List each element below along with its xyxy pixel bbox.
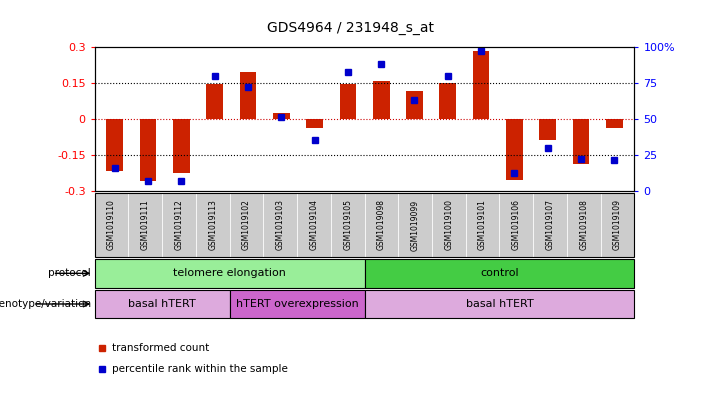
Bar	[601, 193, 634, 257]
Bar	[297, 193, 331, 257]
Bar	[95, 290, 230, 318]
Bar	[107, 119, 123, 171]
Bar	[162, 193, 196, 257]
Text: GSM1019103: GSM1019103	[275, 200, 285, 250]
Bar	[533, 193, 567, 257]
Text: GSM1019106: GSM1019106	[512, 200, 521, 250]
Bar	[230, 193, 264, 257]
Bar	[406, 92, 423, 119]
Bar	[240, 72, 257, 119]
Bar	[206, 84, 223, 119]
Bar	[128, 193, 162, 257]
Text: basal hTERT: basal hTERT	[128, 299, 196, 309]
Bar	[373, 81, 390, 119]
Bar	[499, 193, 533, 257]
Bar	[540, 119, 556, 140]
Text: transformed count: transformed count	[112, 343, 210, 353]
Bar	[365, 259, 634, 288]
Text: GSM1019107: GSM1019107	[545, 200, 554, 250]
Text: GSM1019099: GSM1019099	[411, 199, 420, 251]
Text: GSM1019112: GSM1019112	[175, 200, 184, 250]
Text: GDS4964 / 231948_s_at: GDS4964 / 231948_s_at	[267, 21, 434, 35]
Bar	[273, 113, 290, 119]
Bar	[432, 193, 465, 257]
Text: hTERT overexpression: hTERT overexpression	[236, 299, 358, 309]
Bar	[339, 84, 356, 119]
Bar	[95, 259, 365, 288]
Text: genotype/variation: genotype/variation	[0, 299, 91, 309]
Bar	[139, 119, 156, 181]
Bar	[567, 193, 601, 257]
Text: telomere elongation: telomere elongation	[173, 268, 286, 278]
Text: GSM1019111: GSM1019111	[141, 200, 150, 250]
Bar	[365, 193, 398, 257]
Bar	[95, 193, 128, 257]
Bar	[331, 193, 365, 257]
Text: GSM1019100: GSM1019100	[444, 200, 454, 250]
Text: GSM1019104: GSM1019104	[309, 200, 318, 250]
Bar	[398, 193, 432, 257]
Bar	[465, 193, 499, 257]
Bar	[506, 119, 523, 180]
Text: GSM1019105: GSM1019105	[343, 200, 352, 250]
Bar	[306, 119, 323, 129]
Bar	[365, 290, 634, 318]
Text: GSM1019102: GSM1019102	[242, 200, 251, 250]
Text: protocol: protocol	[48, 268, 91, 278]
Text: control: control	[480, 268, 519, 278]
Text: GSM1019101: GSM1019101	[478, 200, 487, 250]
Bar	[264, 193, 297, 257]
Text: GSM1019110: GSM1019110	[107, 200, 116, 250]
Bar	[573, 119, 590, 164]
Bar	[472, 51, 489, 119]
Text: GSM1019108: GSM1019108	[579, 200, 588, 250]
Bar	[196, 193, 230, 257]
Text: basal hTERT: basal hTERT	[465, 299, 533, 309]
Bar	[440, 83, 456, 119]
Text: percentile rank within the sample: percentile rank within the sample	[112, 364, 288, 375]
Bar	[230, 290, 365, 318]
Bar	[606, 119, 622, 129]
Text: GSM1019098: GSM1019098	[377, 200, 386, 250]
Text: GSM1019113: GSM1019113	[208, 200, 217, 250]
Text: GSM1019109: GSM1019109	[613, 200, 622, 250]
Bar	[173, 119, 189, 173]
Bar	[95, 193, 634, 257]
